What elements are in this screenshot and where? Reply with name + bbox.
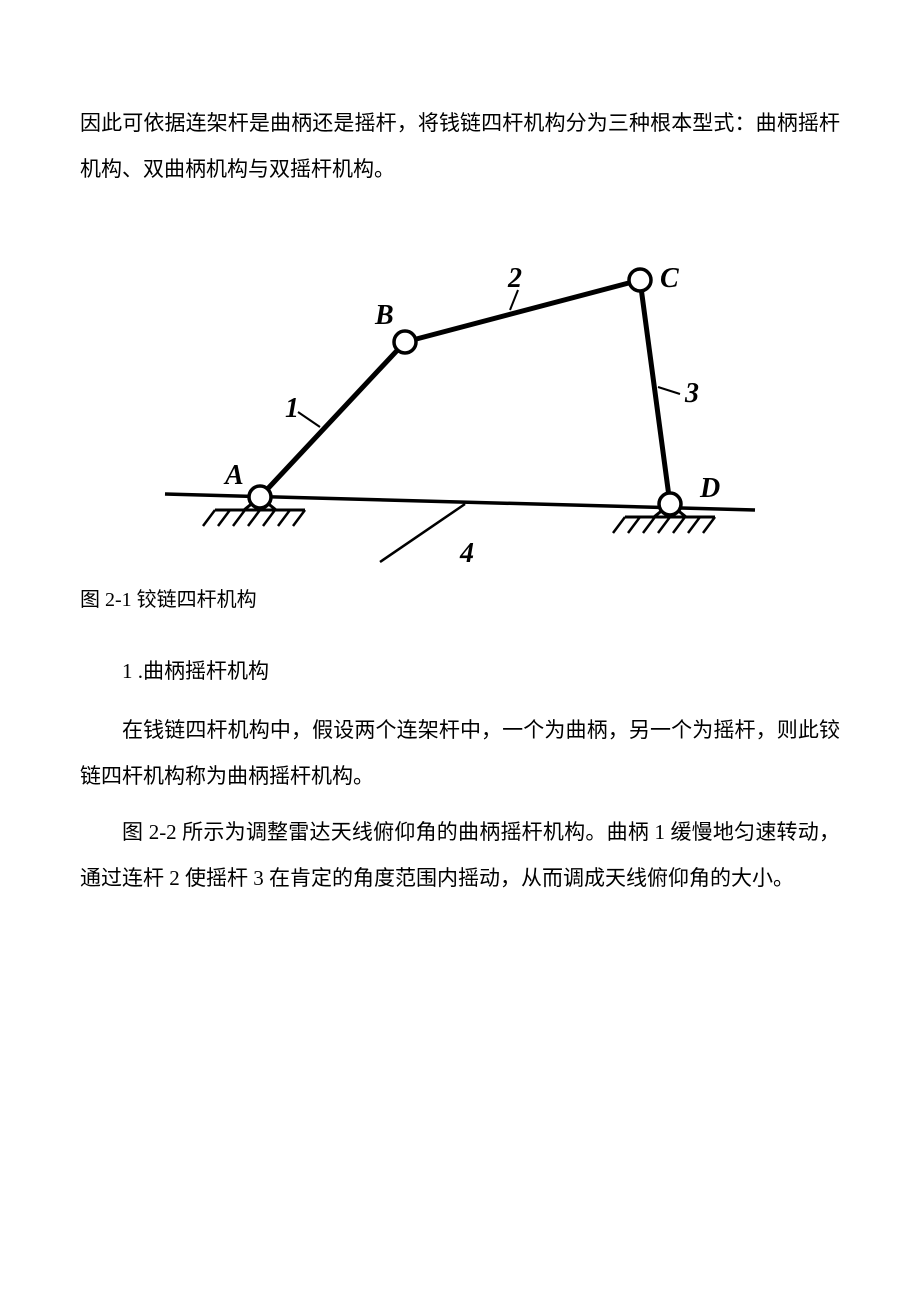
svg-text:D: D (699, 473, 720, 504)
svg-text:C: C (660, 263, 679, 294)
body-paragraph-1: 在钱链四杆机构中，假设两个连架杆中，一个为曲柄，另一个为摇杆，则此铰链四杆机构称… (80, 707, 840, 799)
intro-paragraph: 因此可依据连架杆是曲柄还是摇杆，将钱链四杆机构分为三种根本型式：曲柄摇杆机构、双… (80, 100, 840, 192)
body-paragraph-2: 图 2-2 所示为调整雷达天线俯仰角的曲柄摇杆机构。曲柄 1 缓慢地匀速转动，通… (80, 809, 840, 901)
svg-text:B: B (374, 300, 394, 331)
svg-text:1: 1 (285, 393, 299, 424)
svg-text:2: 2 (507, 263, 522, 294)
svg-text:A: A (223, 460, 244, 491)
svg-text:3: 3 (684, 378, 699, 409)
svg-text:4: 4 (459, 538, 474, 569)
figure-2-1: A B C D 1 2 3 4 (150, 232, 770, 572)
figure-caption: 图 2-1 铰链四杆机构 (80, 582, 840, 618)
section-heading: 1 .曲柄摇杆机构 (80, 648, 840, 694)
four-bar-linkage-diagram: A B C D 1 2 3 4 (150, 232, 770, 572)
